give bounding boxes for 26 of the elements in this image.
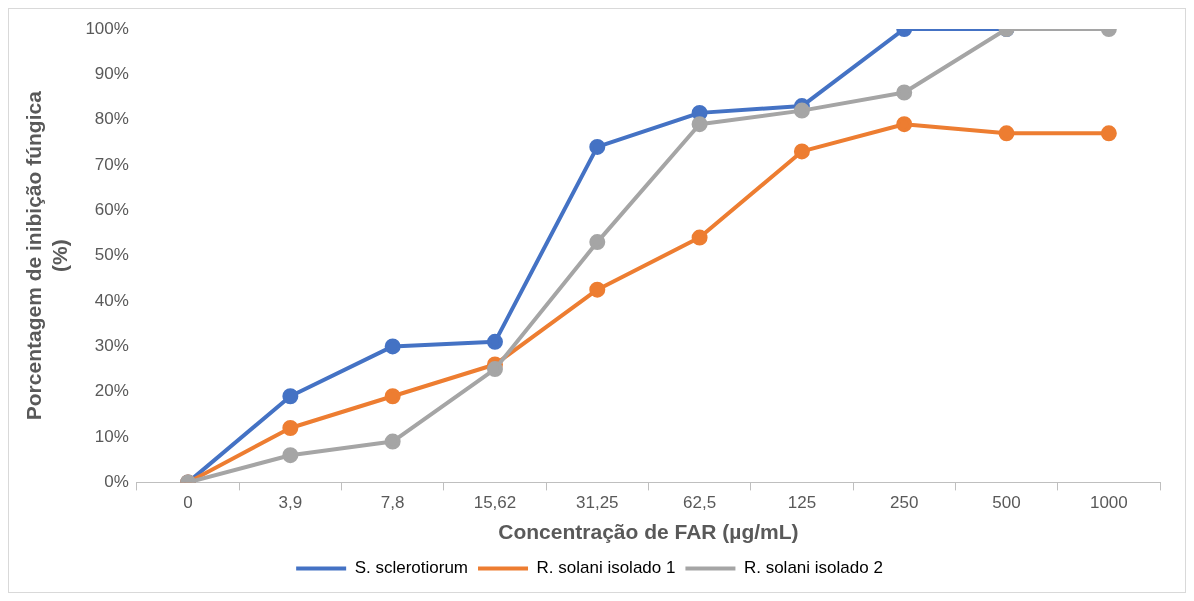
legend-label: S. sclerotiorum: [354, 558, 469, 578]
y-tick-label: 70%: [94, 154, 129, 174]
x-tick-label: 0: [183, 493, 193, 513]
x-tick-label: 500: [992, 493, 1021, 513]
y-axis-title: Porcentagem de inibição fúngica (%): [22, 90, 71, 421]
y-tick-label: 10%: [94, 426, 129, 446]
legend-label: R. solani isolado 1: [536, 558, 676, 578]
x-tick-label: 1000: [1089, 493, 1128, 513]
y-tick-label: 60%: [94, 200, 129, 220]
x-tick-label: 125: [787, 493, 817, 513]
x-tick-label: 15,62: [473, 493, 517, 513]
x-tick-label: 62,5: [683, 493, 717, 513]
x-tick-label: 7,8: [380, 493, 405, 513]
y-tick-label: 0%: [104, 472, 129, 492]
legend-label: R. solani isolado 2: [743, 558, 883, 578]
y-tick-label: 30%: [94, 336, 129, 356]
y-tick-label: 40%: [94, 290, 129, 310]
x-axis-title: Concentração de FAR (µg/mL): [498, 520, 799, 544]
y-tick-label: 80%: [94, 109, 129, 129]
y-tick-label: 50%: [94, 245, 129, 265]
x-tick-label: 250: [890, 493, 919, 513]
y-tick-label: 20%: [94, 381, 129, 401]
x-tick-label: 3,9: [278, 493, 303, 513]
y-tick-label: 100%: [85, 18, 129, 38]
y-tick-label: 90%: [94, 64, 129, 84]
x-tick-label: 31,25: [576, 493, 619, 513]
